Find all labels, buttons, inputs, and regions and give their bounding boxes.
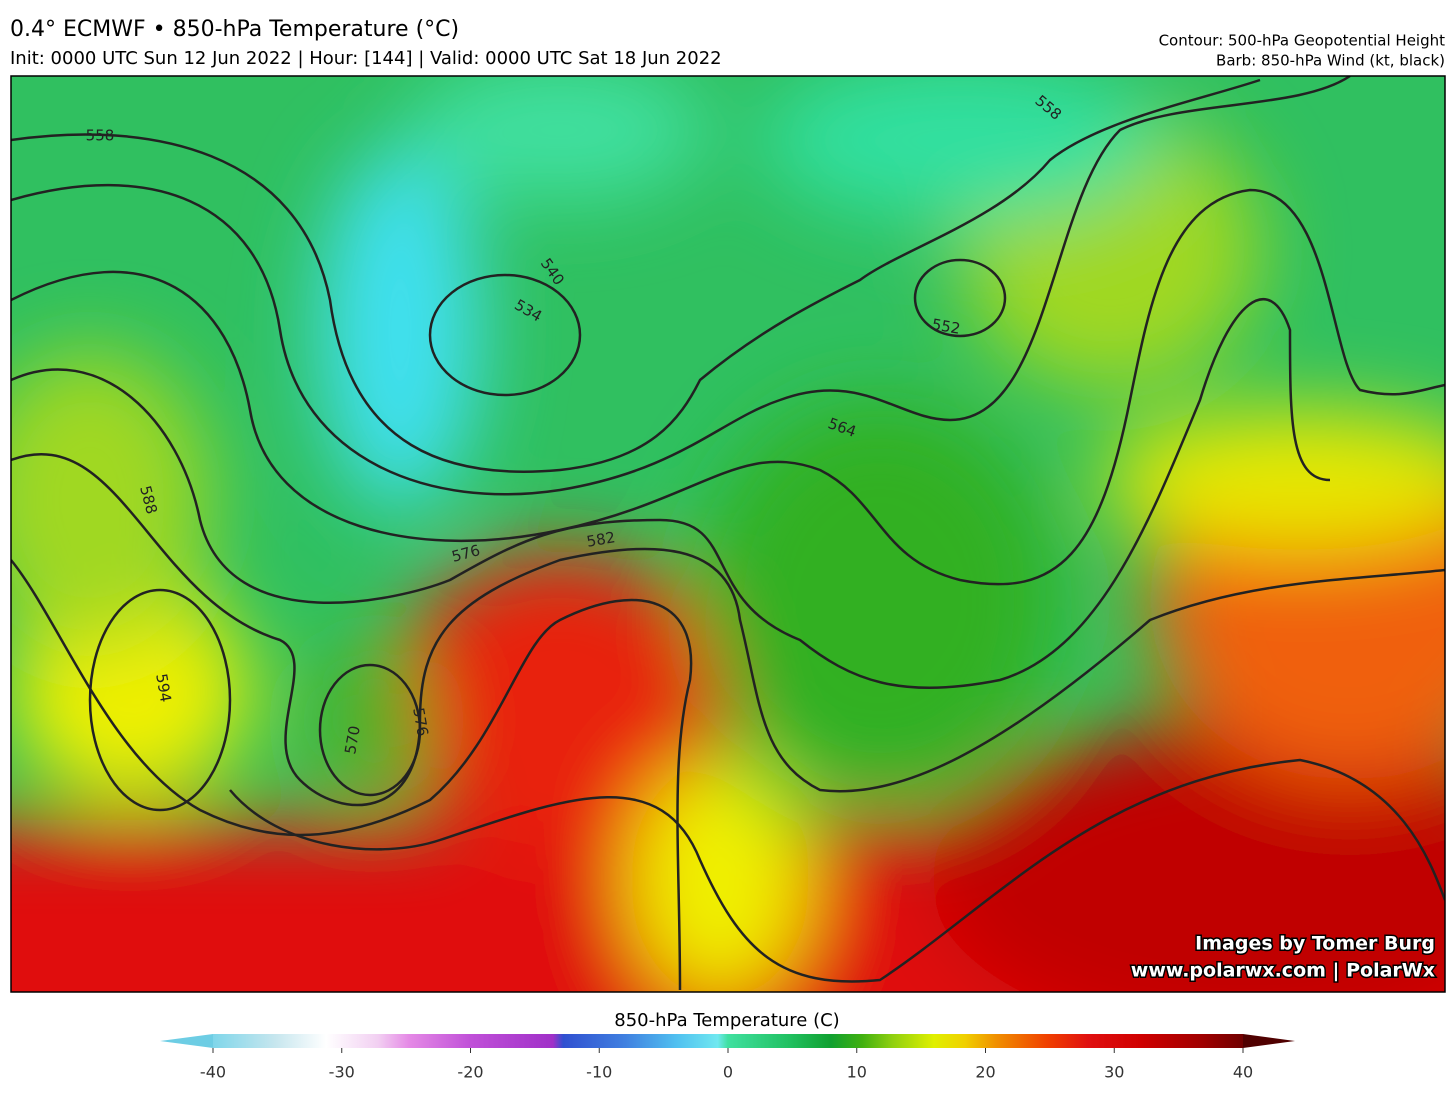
contour-label: 552 <box>930 315 961 338</box>
temperature-field <box>11 76 1445 992</box>
colorbar-tick-label: 20 <box>975 1063 995 1082</box>
colorbar-tick-label: 0 <box>723 1063 733 1082</box>
colorbar-tick-label: 30 <box>1104 1063 1124 1082</box>
colorbar-max-extend <box>1243 1034 1295 1048</box>
colorbar-tick-label: 40 <box>1233 1063 1253 1082</box>
colorbar-title: 850-hPa Temperature (C) <box>614 1010 839 1031</box>
colorbar-min-extend <box>160 1034 213 1048</box>
contours <box>11 76 1445 991</box>
colorbar-tick-label: 10 <box>847 1063 867 1082</box>
watermark: Images by Tomer Burg <box>1195 933 1435 955</box>
contour-label: 594 <box>152 672 175 703</box>
colorbar: -40 -30 -20 -10 0 10 20 30 40 <box>160 1034 1295 1082</box>
map <box>11 76 1445 992</box>
colorbar-bar <box>213 1034 1243 1048</box>
contour-label: 570 <box>341 724 364 755</box>
colorbar-tick-label: -10 <box>586 1063 612 1082</box>
contour-label: 558 <box>86 127 115 145</box>
watermark: www.polarwx.com | PolarWx <box>1131 960 1435 982</box>
title: 0.4° ECMWF • 850-hPa Temperature (°C) <box>10 17 459 42</box>
subtitle: Init: 0000 UTC Sun 12 Jun 2022 | Hour: [… <box>10 48 722 69</box>
contour-label: 576 <box>409 706 432 737</box>
contour-label: 582 <box>585 528 616 551</box>
barb-note: Barb: 850-hPa Wind (kt, black) <box>1216 52 1445 70</box>
contour-note: Contour: 500-hPa Geopotential Height <box>1159 32 1446 50</box>
colorbar-tick-label: -20 <box>457 1063 483 1082</box>
map-frame <box>10 75 1446 993</box>
colorbar-tick-label: -40 <box>200 1063 226 1082</box>
colorbar-tick-label: -30 <box>329 1063 355 1082</box>
